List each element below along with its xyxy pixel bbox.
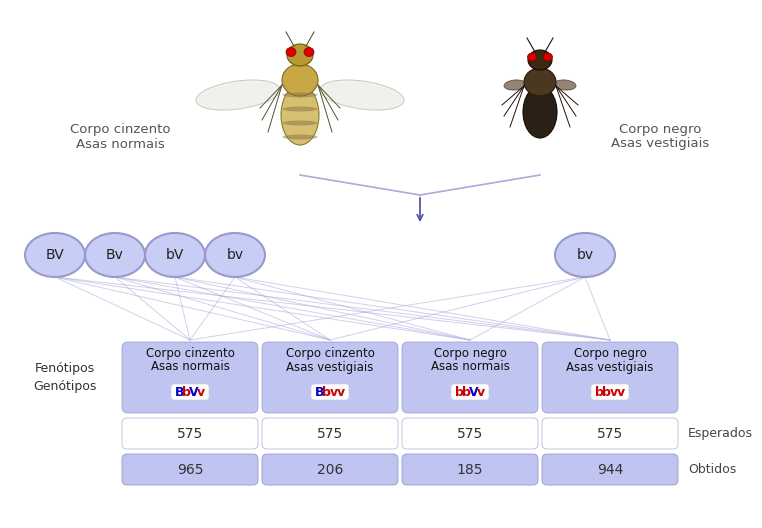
FancyBboxPatch shape: [262, 342, 398, 413]
Text: 575: 575: [597, 427, 623, 440]
Text: Asas vestigiais: Asas vestigiais: [611, 137, 709, 150]
Ellipse shape: [528, 50, 552, 70]
FancyBboxPatch shape: [451, 384, 489, 400]
Text: 944: 944: [597, 463, 623, 476]
Ellipse shape: [282, 64, 318, 96]
Text: Corpo negro: Corpo negro: [619, 124, 701, 137]
Text: b: b: [322, 385, 331, 399]
FancyBboxPatch shape: [402, 342, 538, 413]
FancyBboxPatch shape: [262, 454, 398, 485]
Ellipse shape: [554, 80, 576, 90]
Text: Bv: Bv: [106, 248, 124, 262]
FancyBboxPatch shape: [262, 418, 398, 449]
Ellipse shape: [205, 233, 265, 277]
Text: Corpo cinzento: Corpo cinzento: [146, 347, 235, 361]
Ellipse shape: [527, 53, 536, 61]
Text: v: v: [197, 385, 205, 399]
FancyBboxPatch shape: [122, 342, 258, 413]
Text: V: V: [469, 385, 479, 399]
Text: Asas normais: Asas normais: [75, 137, 165, 150]
Text: Corpo negro: Corpo negro: [434, 347, 507, 361]
Text: b: b: [182, 385, 190, 399]
FancyBboxPatch shape: [122, 418, 258, 449]
Text: V: V: [189, 385, 198, 399]
Text: v: v: [477, 385, 485, 399]
Ellipse shape: [196, 80, 280, 110]
Ellipse shape: [283, 92, 318, 98]
Text: Corpo cinzento: Corpo cinzento: [286, 347, 374, 361]
Text: b: b: [462, 385, 471, 399]
Text: Corpo negro: Corpo negro: [574, 347, 646, 361]
Ellipse shape: [283, 107, 318, 111]
Ellipse shape: [145, 233, 205, 277]
Text: Asas vestigiais: Asas vestigiais: [566, 361, 654, 373]
Ellipse shape: [283, 120, 318, 126]
Text: 965: 965: [177, 463, 203, 476]
Ellipse shape: [555, 233, 615, 277]
Ellipse shape: [523, 86, 557, 138]
Text: Obtidos: Obtidos: [688, 463, 736, 476]
Text: 575: 575: [317, 427, 343, 440]
Text: b: b: [455, 385, 463, 399]
Text: Esperados: Esperados: [688, 427, 753, 440]
FancyBboxPatch shape: [542, 418, 678, 449]
Text: Fenótipos
Genótipos: Fenótipos Genótipos: [34, 362, 97, 393]
Text: B: B: [315, 385, 324, 399]
Text: Corpo cinzento: Corpo cinzento: [70, 124, 170, 137]
Text: 575: 575: [177, 427, 203, 440]
Text: v: v: [610, 385, 618, 399]
Ellipse shape: [320, 80, 404, 110]
Text: Asas normais: Asas normais: [151, 361, 229, 373]
Text: v: v: [329, 385, 338, 399]
FancyBboxPatch shape: [311, 384, 349, 400]
FancyBboxPatch shape: [122, 454, 258, 485]
Ellipse shape: [304, 48, 314, 56]
Text: b: b: [595, 385, 604, 399]
Text: v: v: [337, 385, 345, 399]
FancyBboxPatch shape: [402, 454, 538, 485]
Text: 575: 575: [457, 427, 483, 440]
Ellipse shape: [281, 85, 319, 145]
FancyBboxPatch shape: [171, 384, 209, 400]
FancyBboxPatch shape: [542, 454, 678, 485]
Ellipse shape: [85, 233, 145, 277]
Ellipse shape: [25, 233, 85, 277]
Text: bv: bv: [226, 248, 244, 262]
Ellipse shape: [504, 80, 526, 90]
Ellipse shape: [543, 53, 552, 61]
Text: 185: 185: [456, 463, 483, 476]
Text: bv: bv: [576, 248, 594, 262]
Text: B: B: [174, 385, 184, 399]
Text: bV: bV: [166, 248, 184, 262]
FancyBboxPatch shape: [591, 384, 629, 400]
Text: Asas vestigiais: Asas vestigiais: [287, 361, 373, 373]
Text: Asas normais: Asas normais: [431, 361, 510, 373]
FancyBboxPatch shape: [402, 418, 538, 449]
Ellipse shape: [283, 135, 318, 139]
Text: BV: BV: [46, 248, 64, 262]
Ellipse shape: [524, 68, 556, 96]
Text: 206: 206: [317, 463, 343, 476]
FancyBboxPatch shape: [542, 342, 678, 413]
Text: b: b: [602, 385, 611, 399]
Ellipse shape: [286, 48, 296, 56]
Text: v: v: [616, 385, 625, 399]
Ellipse shape: [287, 44, 313, 66]
